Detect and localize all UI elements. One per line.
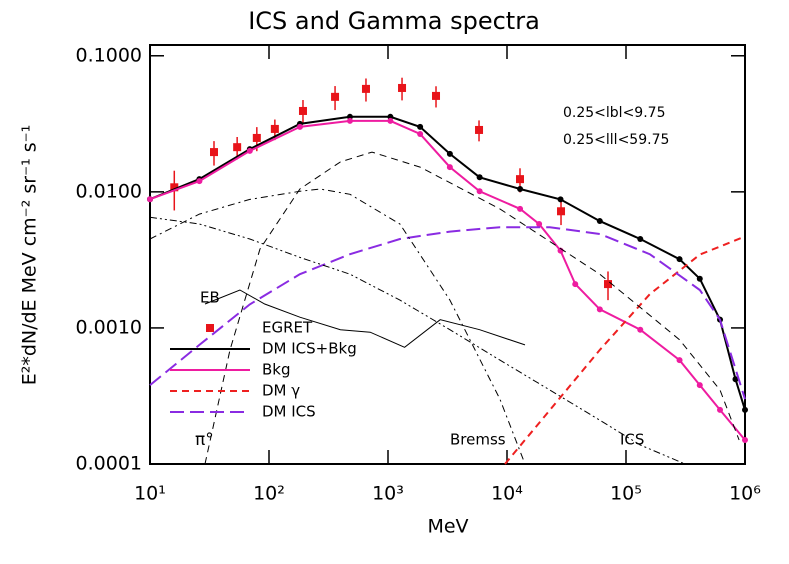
data-point [696, 382, 703, 389]
x-tick-label: 10³ [372, 483, 404, 505]
data-point [742, 437, 748, 444]
legend-swatch [206, 324, 214, 332]
data-point [196, 178, 203, 185]
data-point [732, 376, 739, 383]
chart-title: ICS and Gamma spectra [248, 7, 540, 35]
data-point [517, 185, 524, 192]
component-line [149, 188, 526, 465]
data-point [361, 84, 370, 93]
data-point [676, 256, 683, 263]
annotation: 0.25<lll<59.75 [563, 132, 669, 148]
x-tick-label: 10⁵ [610, 483, 642, 505]
data-point [476, 174, 483, 181]
data-point [387, 117, 394, 124]
data-point [696, 275, 703, 282]
x-tick-label: 10² [253, 483, 285, 505]
legend-label: DM ICS [262, 403, 316, 421]
annotation: 0.25<lbl<9.75 [563, 105, 665, 121]
y-axis-label: E²*dN/dE MeV cm⁻² sr⁻¹ s⁻¹ [19, 125, 41, 386]
x-tick-label: 10¹ [134, 483, 166, 505]
data-point [417, 131, 424, 138]
data-point [475, 125, 484, 134]
data-point [252, 133, 261, 142]
data-point [246, 147, 253, 154]
data-point [296, 123, 303, 130]
x-tick-label: 10⁶ [729, 483, 761, 505]
data-point [517, 205, 524, 212]
legend-label: DM γ [262, 382, 300, 400]
legend-label: EGRET [262, 319, 313, 337]
data-point [596, 218, 603, 225]
y-tick-label: 0.1000 [76, 44, 142, 66]
legend-label: Bkg [262, 361, 291, 379]
x-axis-label: MeV [427, 516, 468, 538]
data-point [742, 406, 748, 413]
data-point [398, 83, 407, 92]
data-point [596, 306, 603, 313]
component-line [204, 151, 740, 465]
data-point [446, 164, 453, 171]
data-point [557, 196, 564, 203]
data-point [210, 148, 219, 157]
component-line [204, 289, 526, 348]
data-point [515, 175, 524, 184]
annotation: ICS [620, 431, 644, 449]
data-point [331, 92, 340, 101]
data-point [270, 124, 279, 133]
data-point [346, 117, 353, 124]
data-point [170, 183, 179, 192]
y-tick-label: 0.0010 [76, 316, 142, 338]
plot-frame [149, 44, 746, 465]
data-point [346, 113, 353, 120]
data-point [147, 196, 153, 203]
y-tick-label: 0.0001 [76, 453, 142, 475]
annotation: EB [200, 289, 220, 307]
data-point [432, 91, 441, 100]
y-tick-label: 0.0100 [76, 180, 142, 202]
data-point [717, 406, 724, 413]
data-point [557, 207, 566, 216]
data-point [476, 188, 483, 195]
series-line [149, 226, 746, 400]
x-tick-label: 10⁴ [491, 483, 523, 505]
data-point [637, 326, 644, 333]
data-point [233, 143, 242, 152]
series-line [149, 115, 746, 411]
data-point [446, 150, 453, 157]
annotation: π° [195, 430, 214, 450]
data-point [417, 123, 424, 130]
data-point [298, 106, 307, 115]
data-point [676, 357, 683, 364]
component-line [149, 216, 686, 465]
data-point [637, 236, 644, 243]
legend-label: DM ICS+Bkg [262, 340, 357, 358]
data-point [604, 280, 613, 289]
series-line [504, 235, 746, 465]
data-point [572, 281, 579, 288]
data-point [536, 221, 543, 228]
annotation: Bremss [450, 431, 506, 449]
data-point [387, 113, 394, 120]
